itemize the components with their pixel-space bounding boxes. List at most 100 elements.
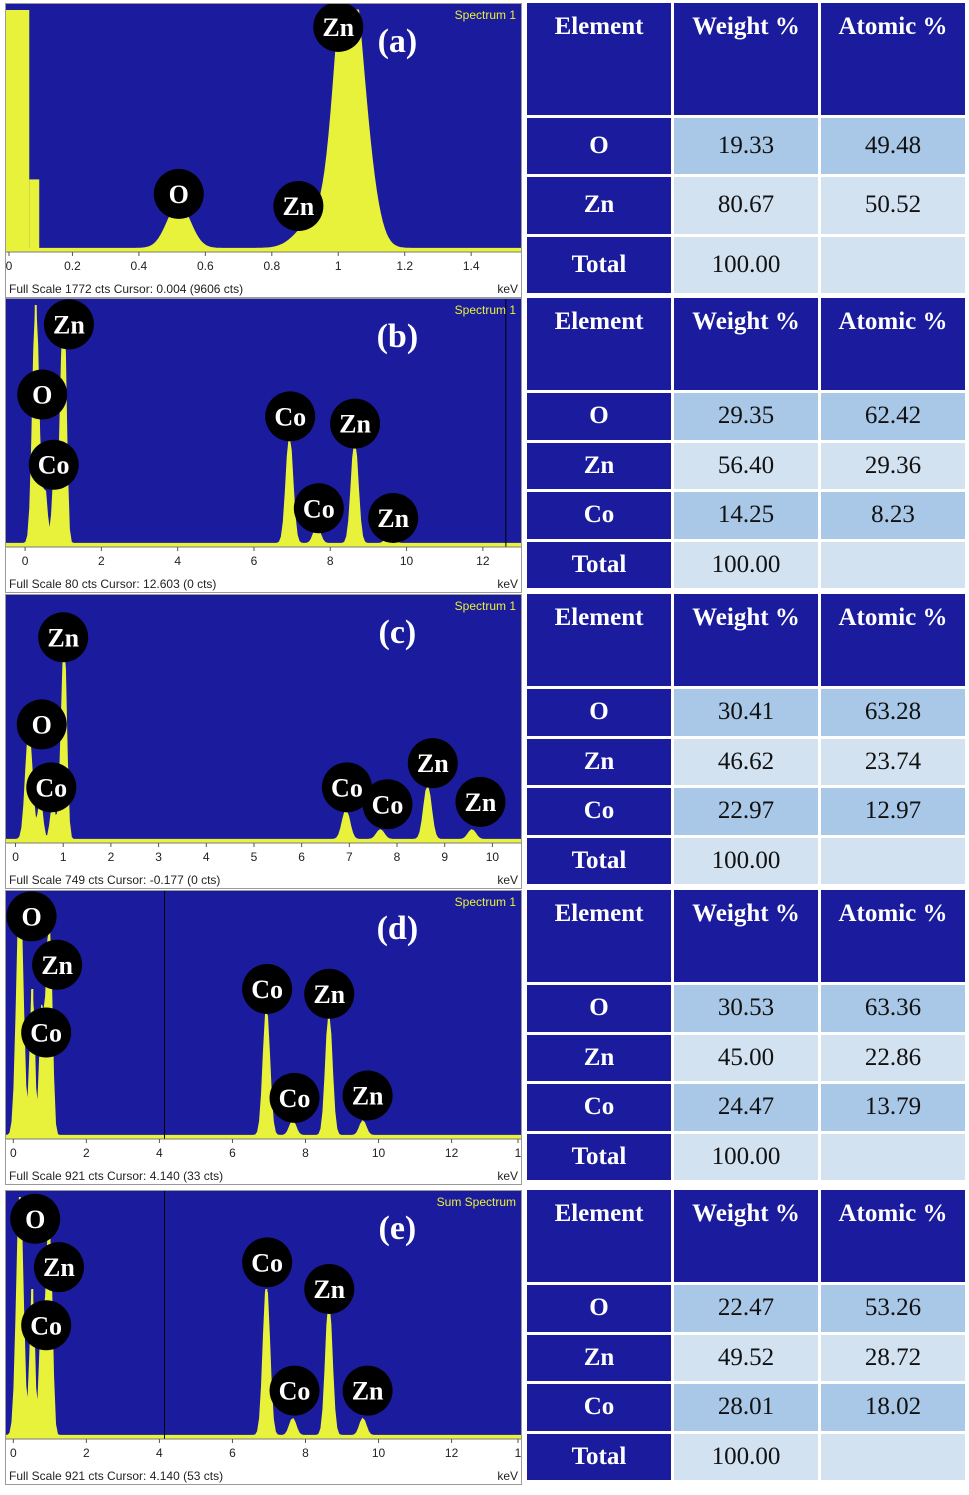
panel-d: Spectrum 1 (d) O Zn Co Co Zn Co Zn 0 2 4 6 8 10 12 1 Full… <box>0 890 969 1185</box>
spectrum-svg: Sum Spectrum (e) O Zn Co Co Zn Co Zn 0 2 4 6 8 10 12 1 Fu… <box>6 1191 521 1483</box>
table-element-cell: O <box>527 118 671 175</box>
spectrum-trace <box>6 645 521 844</box>
peak-label-co: Co <box>265 391 316 442</box>
composition-table: Element Weight % Atomic % O 19.33 49.48 Zn 80.6… <box>527 3 967 298</box>
x-tick-label: 10 <box>372 1446 386 1460</box>
spectrum-footer: Full Scale 921 cts Cursor: 4.140 (33 cts… <box>9 1169 223 1183</box>
peak-label-bubble <box>28 439 79 490</box>
peak-label-bubble <box>321 762 372 813</box>
table-header-cell: Element <box>527 298 671 390</box>
peak-label-co: Co <box>269 1072 320 1123</box>
spectrum-trace <box>6 304 521 548</box>
x-tick-label: 0 <box>10 1146 17 1160</box>
table-weight-cell: 28.01 <box>674 1384 818 1431</box>
x-tick-label: 0.8 <box>263 259 280 273</box>
table-element-cell: Zn <box>527 1034 671 1081</box>
peak-label-o: O <box>153 168 204 219</box>
table-atomic-cell: 50.52 <box>821 177 965 234</box>
table-header-cell: Atomic % <box>821 1190 965 1282</box>
peak-label-o: O <box>17 369 68 420</box>
table-atomic-cell: 49.48 <box>821 118 965 175</box>
x-unit-label: keV <box>497 577 518 591</box>
table-header-cell: Atomic % <box>821 890 965 982</box>
table-weight-cell: 30.41 <box>674 689 818 736</box>
table-weight-cell: 14.25 <box>674 492 818 539</box>
peak-label-zn: Zn <box>407 738 458 789</box>
table-weight-cell: 100.00 <box>674 236 818 293</box>
peak-label-bubble <box>407 738 458 789</box>
peak-label-text: Zn <box>322 13 354 42</box>
x-tick-label: 1.2 <box>396 259 413 273</box>
peak-label-bubble <box>273 181 324 232</box>
spectrum-svg: Spectrum 1 (a) O Zn Zn 0 0.2 0.4 0.6 0.8 1 1.2 1.4 Fu… <box>6 4 521 296</box>
peak-label-bubble <box>21 1007 72 1058</box>
table-atomic-cell: 23.74 <box>821 738 965 785</box>
peak-label-co: Co <box>21 1300 72 1351</box>
composition-table: Element Weight % Atomic % O 22.47 53.26 Zn 49.5… <box>527 1190 967 1485</box>
spectrum-svg: Spectrum 1 (b) Zn O Co Co Zn Co Zn 0 2 4 6 8 10 12 Full … <box>6 299 521 591</box>
x-tick-label: 0 <box>10 1446 17 1460</box>
x-tick-label: 5 <box>251 850 258 864</box>
x-tick-label: 10 <box>486 850 500 864</box>
x-tick-label: 8 <box>394 850 401 864</box>
x-tick-label: 9 <box>441 850 448 864</box>
table-header-cell: Element <box>527 1190 671 1282</box>
x-tick-label: 10 <box>372 1146 386 1160</box>
peak-label-text: Zn <box>465 788 497 817</box>
peak-label-bubble <box>265 391 316 442</box>
peak-label-zn: Zn <box>38 612 89 663</box>
peak-label-text: O <box>32 710 52 739</box>
table-element-cell: O <box>527 1285 671 1332</box>
panel-label: (a) <box>378 23 418 60</box>
table-element-cell: Zn <box>527 1334 671 1381</box>
peak-label-zn: Zn <box>273 181 324 232</box>
peak-label-text: Co <box>372 790 404 819</box>
table-header-cell: Element <box>527 3 671 115</box>
spectrum-trace <box>6 896 521 1140</box>
table-atomic-cell: 63.36 <box>821 985 965 1032</box>
x-tick-label: 2 <box>83 1446 90 1460</box>
peak-label-bubble <box>32 939 83 990</box>
plot-background <box>6 299 521 547</box>
panel-label: (c) <box>379 614 417 651</box>
peak-label-text: Co <box>35 773 67 802</box>
peak-label-text: Zn <box>53 310 85 339</box>
peak-label-bubble <box>153 168 204 219</box>
baseline-bar <box>29 179 40 252</box>
peak-label-co: Co <box>21 1007 72 1058</box>
peak-label-bubble <box>17 369 68 420</box>
table-element-cell: Zn <box>527 442 671 489</box>
spectrum-name: Spectrum 1 <box>455 303 517 317</box>
table-header-cell: Weight % <box>674 298 818 390</box>
x-tick-label: 4 <box>156 1446 163 1460</box>
table-atomic-cell <box>821 1433 965 1480</box>
spectrum-box: Spectrum 1 (c) Zn O Co Co Co Zn Zn 0 1 2 3 4 5 6 7 8 9 10 Fu… <box>5 594 522 889</box>
table-weight-cell: 45.00 <box>674 1034 818 1081</box>
peak-label-zn: Zn <box>330 398 381 449</box>
x-tick-label: 1.4 <box>463 259 480 273</box>
x-tick-label: 4 <box>174 554 181 568</box>
table-atomic-cell <box>821 1133 965 1180</box>
table-element-cell: Zn <box>527 738 671 785</box>
x-tick-label: 4 <box>203 850 210 864</box>
spectrum-footer: Full Scale 749 cts Cursor: -0.177 (0 cts… <box>9 873 220 887</box>
x-tick-label: 12 <box>476 554 490 568</box>
spectrum-trace <box>6 1196 521 1440</box>
spectrum-svg: Spectrum 1 (c) Zn O Co Co Co Zn Zn 0 1 2 3 4 5 6 7 8 9 10 Fu… <box>6 595 521 887</box>
plot-background <box>6 4 521 252</box>
spectrum-name: Spectrum 1 <box>455 8 517 22</box>
peak-label-text: Co <box>303 494 335 523</box>
table-element-cell: O <box>527 985 671 1032</box>
peak-label-text: O <box>32 381 52 410</box>
x-tick-label: 0.2 <box>64 259 81 273</box>
x-tick-label: 12 <box>445 1146 459 1160</box>
spectrum-name: Spectrum 1 <box>455 599 517 613</box>
peak-label-text: Zn <box>313 980 345 1009</box>
table-element-cell: Total <box>527 1133 671 1180</box>
peak-label-bubble <box>269 1365 320 1416</box>
peak-label-bubble <box>342 1365 393 1416</box>
peak-label-bubble <box>38 612 89 663</box>
x-tick-label: 3 <box>155 850 162 864</box>
table-element-cell: Total <box>527 541 671 588</box>
table-element-cell: O <box>527 393 671 440</box>
